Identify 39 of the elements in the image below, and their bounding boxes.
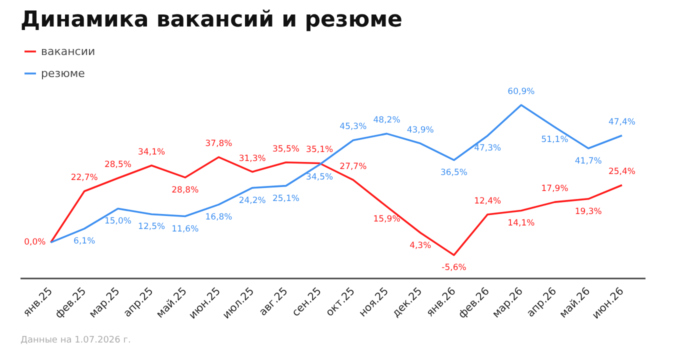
data-label: 0,0% [24, 237, 46, 248]
data-label: 25,4% [608, 167, 636, 178]
data-label: 37,8% [205, 139, 232, 150]
data-label: 51,1% [541, 135, 568, 146]
data-label: 4,3% [410, 240, 432, 251]
data-label: 14,1% [508, 218, 535, 229]
data-label: 11,6% [172, 224, 199, 234]
data-label: 12,5% [138, 222, 166, 232]
data-label: 16,8% [205, 212, 232, 223]
data-label: 15,0% [104, 216, 132, 227]
data-label: -5,6% [442, 263, 466, 274]
data-label: 43,9% [406, 125, 434, 136]
data-label: 31,3% [238, 154, 266, 164]
data-label: 27,7% [340, 162, 367, 172]
data-label: 35,1% [306, 145, 334, 156]
data-label: 45,3% [340, 122, 367, 132]
data-label: 25,1% [272, 194, 300, 204]
data-label: 24,2% [238, 196, 266, 206]
data-label: 12,4% [474, 196, 502, 206]
data-label: 34,1% [138, 148, 166, 158]
data-label: 35,5% [272, 144, 300, 154]
data-label: 47,3% [474, 144, 502, 154]
data-label: 41,7% [574, 156, 602, 166]
data-label: 36,5% [440, 168, 468, 178]
text: Данные на 1.07.2026 г. [20, 336, 131, 346]
data-label: 28,8% [172, 185, 199, 196]
data-label: 15,9% [373, 214, 400, 225]
data-label: 48,2% [373, 116, 400, 126]
data-label: 28,5% [104, 160, 132, 170]
data-label: 17,9% [541, 184, 568, 194]
chart-title: Динамика вакансий и резюме [20, 8, 402, 32]
legend-label: вакансии [41, 44, 96, 59]
data-label: 34,5% [306, 172, 334, 183]
legend-label: резюме [41, 66, 85, 81]
data-label: 6,1% [74, 236, 96, 247]
data-label: 19,3% [574, 206, 602, 217]
data-label: 47,4% [608, 117, 636, 128]
data-label: 60,9% [508, 87, 535, 98]
data-label: 22,7% [70, 173, 98, 184]
